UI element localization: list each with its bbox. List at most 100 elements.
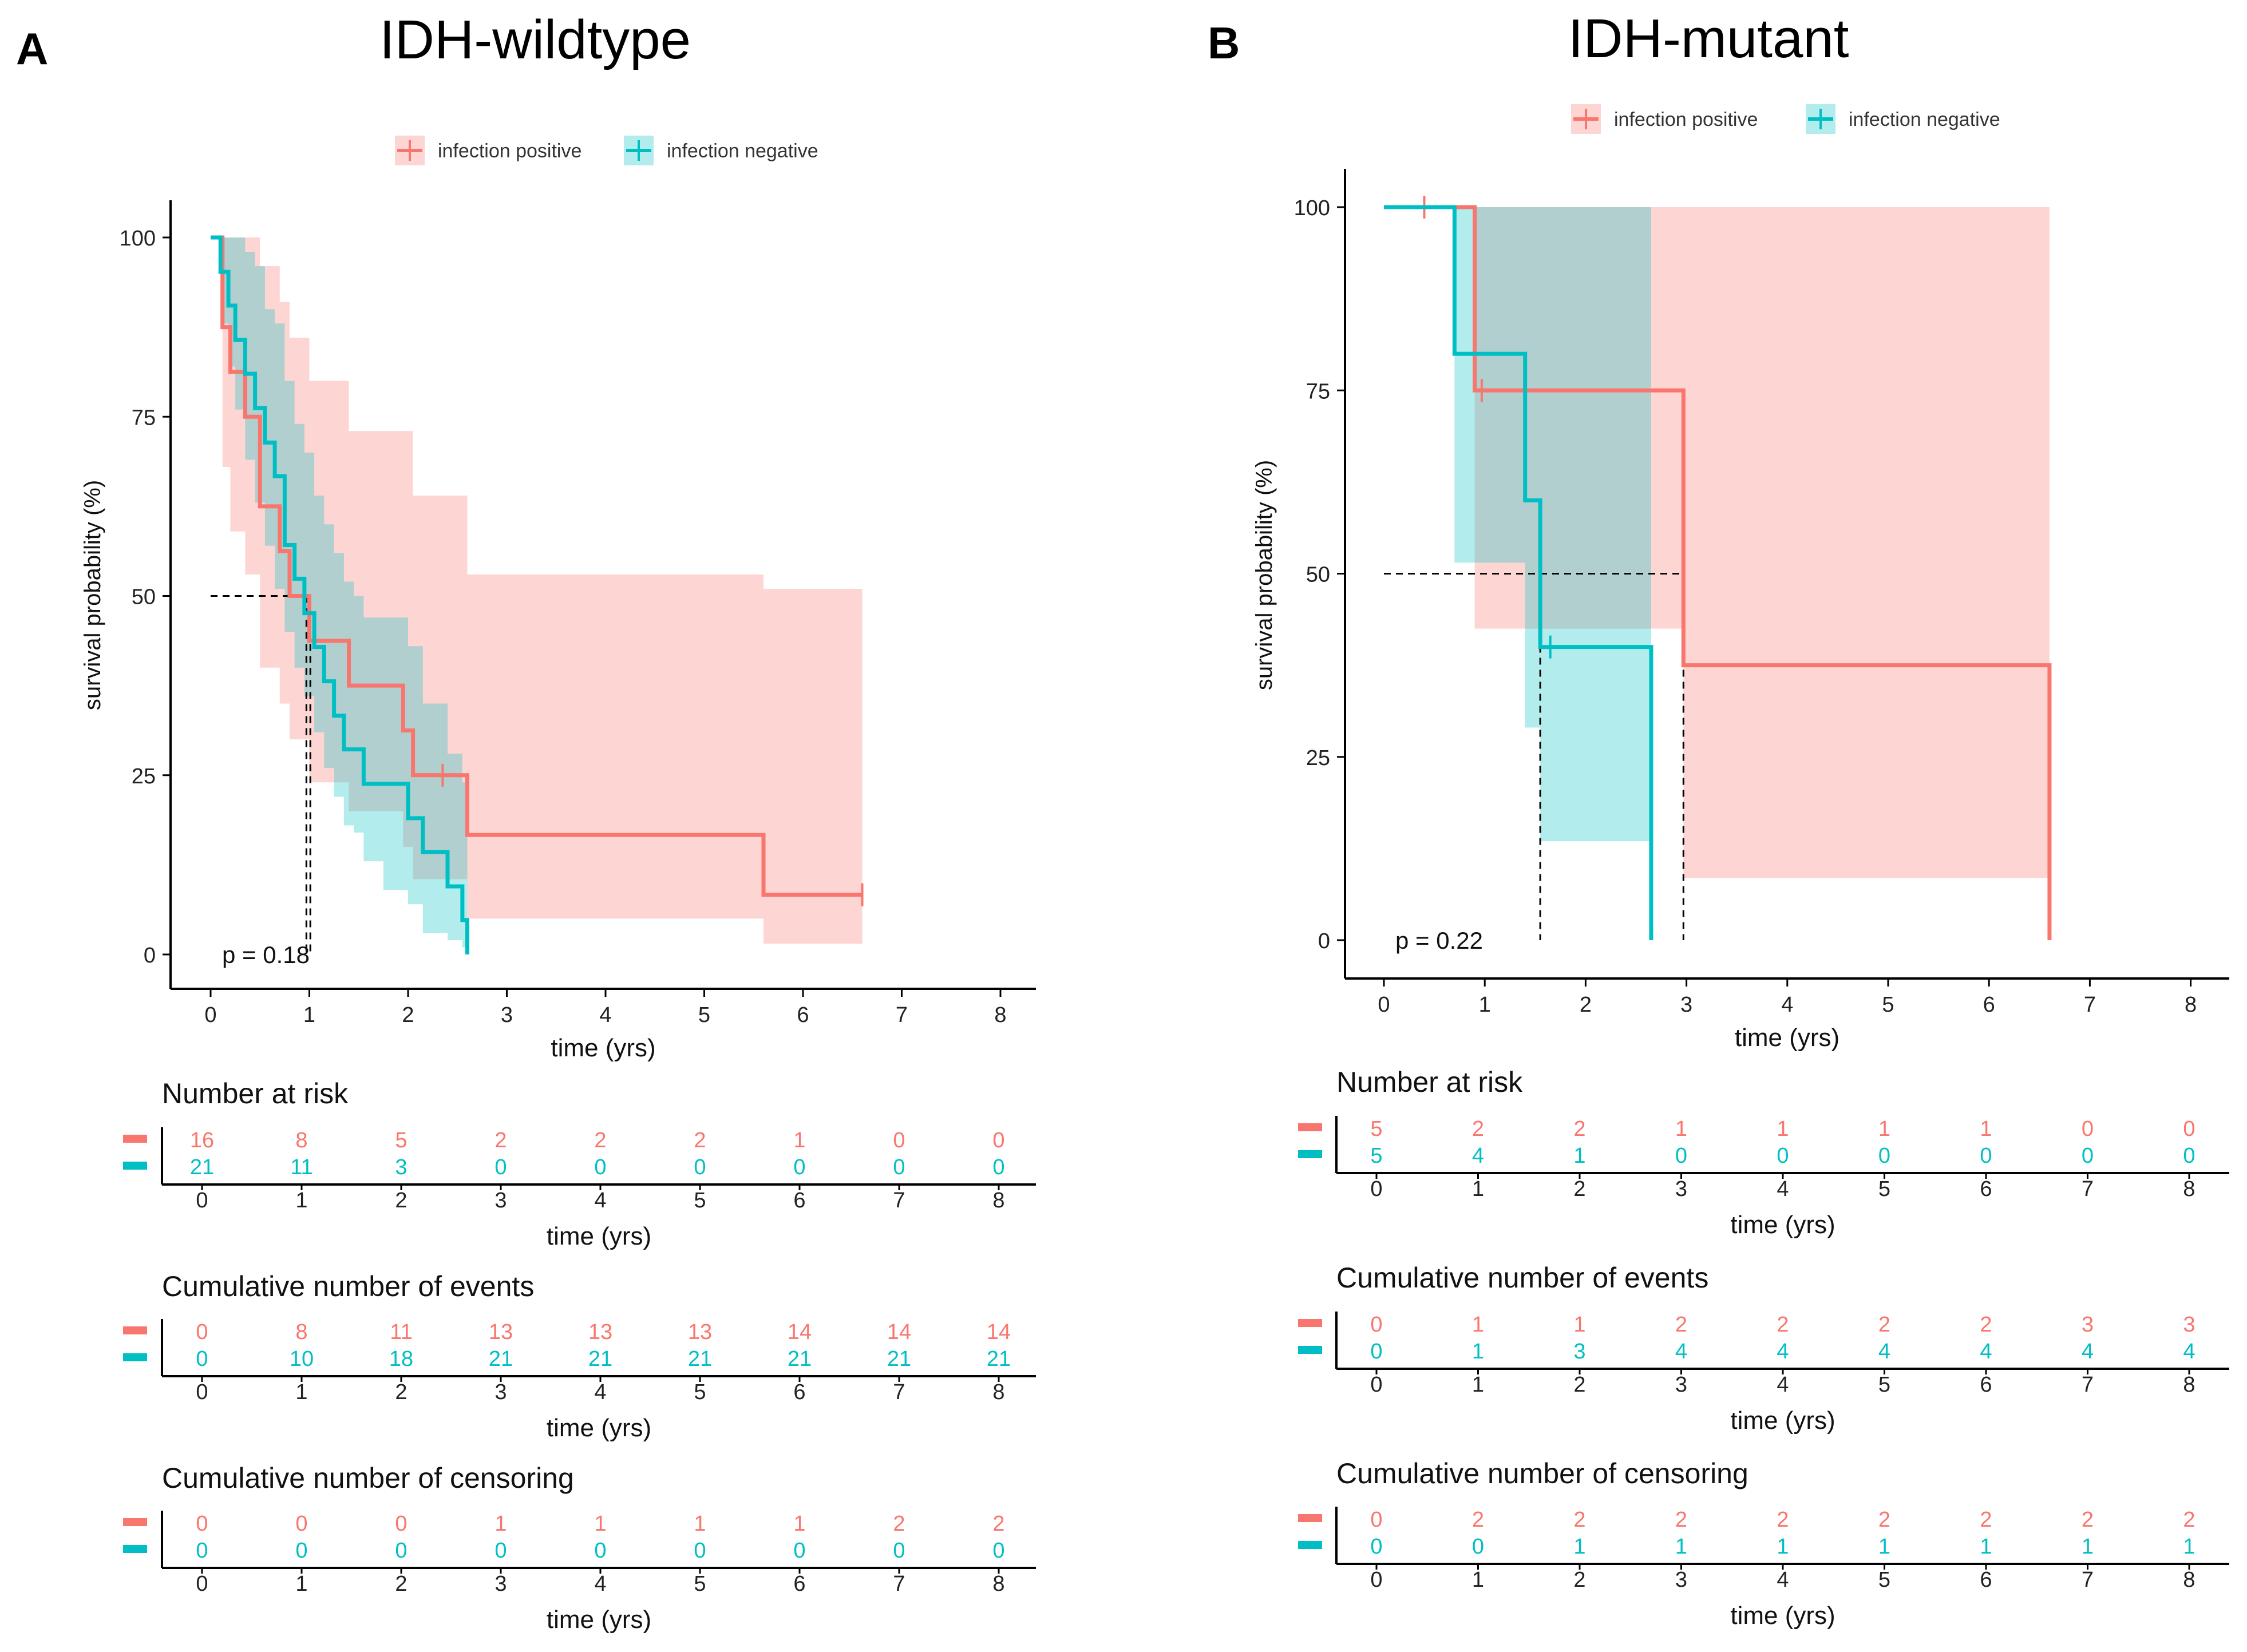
x-tick-label: 2 [402, 1003, 414, 1027]
x-tick-label: 3 [501, 1003, 513, 1027]
table-value-negative: 0 [694, 1539, 706, 1563]
legend-label-positive: infection positive [438, 140, 581, 162]
table-value-negative: 1 [1777, 1535, 1789, 1559]
table-x-tick-label: 3 [495, 1189, 507, 1213]
table-x-tick-label: 6 [793, 1572, 805, 1596]
x-tick-label: 4 [1781, 993, 1793, 1017]
table-title: Cumulative number of censoring [162, 1462, 574, 1494]
y-axis-title: survival probability (%) [80, 480, 105, 710]
legend-label-negative: infection negative [667, 140, 818, 162]
table-x-tick-label: 7 [893, 1189, 905, 1213]
table-value-negative: 4 [1472, 1144, 1484, 1168]
table-value-positive: 2 [1472, 1508, 1484, 1532]
table-value-positive: 1 [694, 1512, 706, 1536]
table-x-tick-label: 7 [2082, 1568, 2094, 1592]
x-axis-title: time (yrs) [1735, 1024, 1839, 1052]
table-strata-marker-positive [1298, 1123, 1322, 1131]
table-value-positive: 13 [588, 1320, 612, 1344]
panel-letter: A [16, 23, 48, 74]
table-value-positive: 8 [295, 1128, 307, 1152]
table-value-positive: 2 [992, 1512, 1004, 1536]
y-tick-label: 100 [1294, 196, 1330, 220]
table-value-positive: 1 [1777, 1117, 1789, 1141]
x-tick-label: 0 [204, 1003, 216, 1027]
x-tick-label: 1 [1479, 993, 1491, 1017]
table-x-tick-label: 8 [2183, 1373, 2195, 1397]
survival-curve-negative [211, 235, 469, 954]
table-value-positive: 14 [887, 1320, 911, 1344]
x-tick-label: 1 [303, 1003, 315, 1027]
table-value-negative: 11 [290, 1155, 312, 1179]
x-tick-label: 5 [1882, 993, 1894, 1017]
table-value-positive: 2 [694, 1128, 706, 1152]
table-value-positive: 0 [893, 1128, 905, 1152]
panel-title: IDH-wildtype [379, 9, 691, 70]
table-x-tick-label: 3 [495, 1572, 507, 1596]
table-value-negative: 1 [1878, 1535, 1890, 1559]
table-x-tick-label: 5 [694, 1572, 706, 1596]
y-tick-label: 0 [1318, 929, 1330, 953]
table-value-positive: 0 [1370, 1313, 1382, 1337]
confidence-band-negative [211, 237, 468, 948]
survival-curve-positive [211, 235, 863, 897]
table-value-negative: 0 [694, 1155, 706, 1179]
x-tick-label: 7 [2084, 993, 2096, 1017]
table-x-tick-label: 8 [992, 1572, 1004, 1596]
table-x-tick-label: 2 [1573, 1373, 1585, 1397]
table-value-positive: 1 [594, 1512, 606, 1536]
table-x-tick-label: 1 [295, 1189, 307, 1213]
table-value-positive: 3 [2183, 1313, 2195, 1337]
x-tick-label: 7 [896, 1003, 908, 1027]
legend-label-positive: infection positive [1614, 109, 1758, 130]
table-value-positive: 8 [295, 1320, 307, 1344]
y-tick-label: 50 [132, 585, 156, 609]
x-tick-label: 4 [599, 1003, 611, 1027]
table-x-tick-label: 5 [1878, 1373, 1890, 1397]
table-x-tick-label: 3 [1675, 1177, 1687, 1201]
table-x-axis-title: time (yrs) [547, 1606, 651, 1634]
table-value-negative: 21 [489, 1347, 513, 1371]
table-x-tick-label: 7 [893, 1572, 905, 1596]
panel-a: A IDH-wildtype infection positive infection… [16, 9, 1036, 1634]
table-x-tick-label: 8 [992, 1380, 1004, 1404]
table-x-tick-label: 8 [2183, 1568, 2195, 1592]
y-tick-label: 75 [1306, 379, 1330, 403]
table-value-positive: 1 [495, 1512, 507, 1536]
table-strata-marker-positive [1298, 1319, 1322, 1327]
table-value-positive: 2 [1675, 1508, 1687, 1532]
y-tick-label: 25 [132, 764, 156, 789]
table-value-positive: 2 [1878, 1313, 1890, 1337]
table-x-tick-label: 8 [2183, 1177, 2195, 1201]
y-tick-label: 100 [120, 227, 156, 251]
legend-label-negative: infection negative [1849, 109, 2000, 130]
table-value-negative: 1 [1573, 1144, 1585, 1168]
table-value-positive: 0 [1370, 1508, 1382, 1532]
table-value-positive: 0 [196, 1512, 208, 1536]
table-x-tick-label: 4 [1777, 1568, 1789, 1592]
table-value-positive: 0 [2082, 1117, 2094, 1141]
table-value-negative: 0 [1777, 1144, 1789, 1168]
x-tick-label: 6 [1983, 993, 1995, 1017]
table-value-positive: 1 [1573, 1313, 1585, 1337]
table-value-positive: 1 [1878, 1117, 1890, 1141]
table-x-tick-label: 4 [594, 1189, 606, 1213]
table-strata-marker-positive [123, 1135, 147, 1143]
x-tick-label: 0 [1378, 993, 1390, 1017]
x-tick-label: 5 [698, 1003, 710, 1027]
x-axis-title: time (yrs) [551, 1034, 655, 1062]
table-title: Cumulative number of events [162, 1270, 534, 1302]
table-value-negative: 3 [1573, 1340, 1585, 1364]
table-x-tick-label: 6 [1980, 1568, 1992, 1592]
table-title: Cumulative number of censoring [1336, 1457, 1748, 1489]
table-value-negative: 3 [395, 1155, 407, 1179]
table-value-negative: 0 [2082, 1144, 2094, 1168]
table-value-negative: 0 [793, 1155, 805, 1179]
table-value-negative: 0 [1980, 1144, 1992, 1168]
table-value-negative: 0 [395, 1539, 407, 1563]
table-value-positive: 2 [2082, 1508, 2094, 1532]
panel-title: IDH-mutant [1568, 8, 1849, 69]
table-x-tick-label: 1 [295, 1380, 307, 1404]
x-tick-label: 2 [1580, 993, 1592, 1017]
table-value-positive: 2 [1573, 1117, 1585, 1141]
table-x-tick-label: 2 [395, 1189, 407, 1213]
